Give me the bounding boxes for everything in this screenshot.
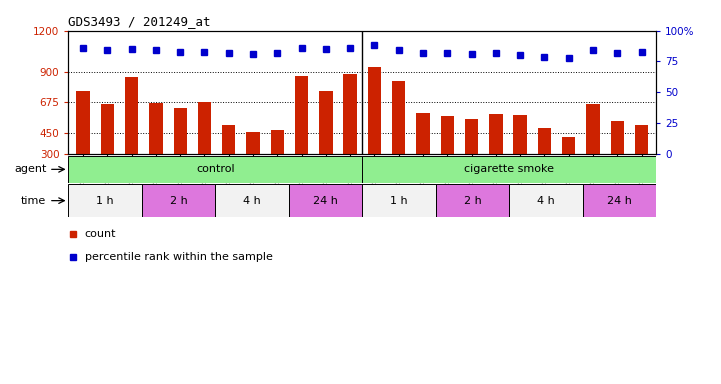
Bar (635, 125, 648, 195)
Bar (247, 132, 260, 195)
Bar (435, 184, 509, 217)
Text: count: count (84, 229, 116, 239)
Bar (222, 125, 236, 195)
Bar (392, 81, 405, 195)
Bar (289, 184, 363, 217)
Bar (270, 131, 284, 195)
Bar (216, 184, 289, 217)
Bar (198, 102, 211, 195)
Bar (174, 108, 187, 195)
Bar (363, 184, 435, 217)
Bar (142, 184, 216, 217)
Bar (611, 121, 624, 195)
Bar (513, 115, 527, 195)
Bar (509, 184, 583, 217)
Bar (586, 104, 600, 195)
Text: 4 h: 4 h (243, 195, 261, 206)
Bar (149, 103, 163, 195)
Text: 24 h: 24 h (607, 195, 632, 206)
Text: 2 h: 2 h (170, 195, 187, 206)
Bar (538, 127, 551, 195)
Text: 4 h: 4 h (537, 195, 554, 206)
Bar (562, 137, 575, 195)
Text: time: time (21, 195, 46, 206)
Bar (101, 104, 114, 195)
Bar (125, 77, 138, 195)
Bar (368, 67, 381, 195)
Bar (68, 184, 142, 217)
Bar (441, 116, 454, 195)
Bar (465, 119, 478, 195)
Bar (363, 156, 656, 183)
Bar (295, 76, 309, 195)
Bar (343, 74, 357, 195)
Text: 2 h: 2 h (464, 195, 482, 206)
Bar (583, 184, 656, 217)
Text: agent: agent (14, 164, 46, 174)
Text: 1 h: 1 h (390, 195, 408, 206)
Text: 24 h: 24 h (313, 195, 338, 206)
Bar (489, 114, 503, 195)
Text: control: control (196, 164, 235, 174)
Text: GDS3493 / 201249_at: GDS3493 / 201249_at (68, 15, 211, 28)
Bar (76, 91, 89, 195)
Bar (319, 91, 332, 195)
Text: 1 h: 1 h (97, 195, 114, 206)
Text: cigarette smoke: cigarette smoke (464, 164, 554, 174)
Bar (416, 113, 430, 195)
Text: percentile rank within the sample: percentile rank within the sample (84, 252, 273, 262)
Bar (68, 156, 363, 183)
